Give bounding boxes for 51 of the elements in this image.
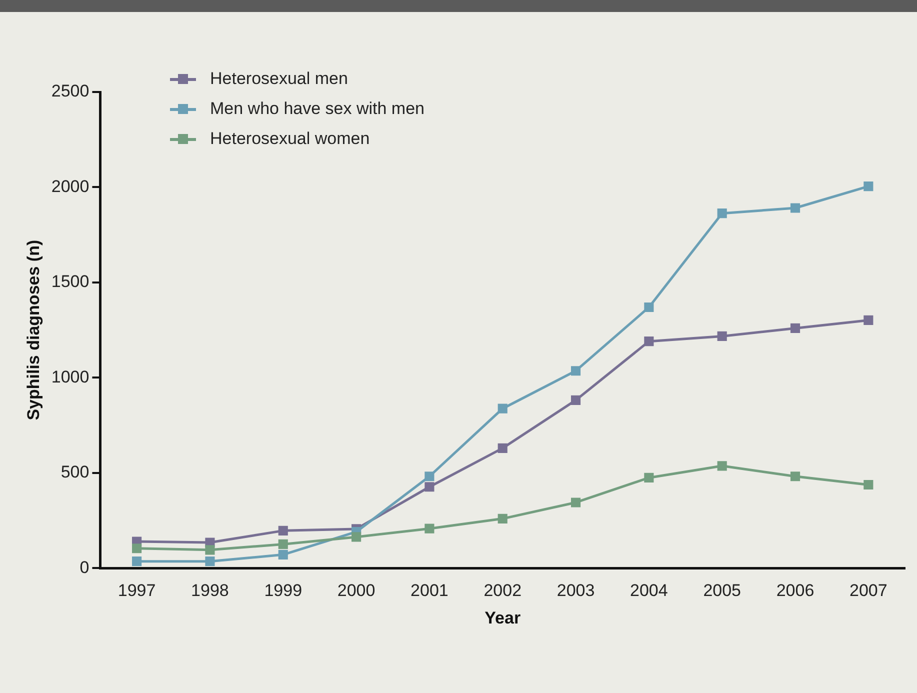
point: [498, 404, 508, 414]
x-tick-label: 2004: [630, 581, 668, 600]
point: [498, 443, 508, 453]
point: [717, 331, 727, 341]
point: [278, 550, 288, 560]
point: [498, 514, 508, 524]
point: [424, 482, 434, 492]
point: [424, 524, 434, 534]
point: [864, 315, 874, 325]
point: [132, 556, 142, 566]
y-tick-label: 2500: [51, 82, 90, 101]
point: [570, 366, 581, 376]
point: [205, 556, 215, 566]
y-tick-label: 1000: [51, 367, 90, 386]
point: [352, 532, 362, 542]
x-tick-label: 2005: [703, 581, 742, 600]
y-tick-label: 2000: [51, 176, 90, 196]
x-axis-title: Year: [484, 608, 521, 628]
x-tick-label: 1997: [118, 581, 156, 600]
point: [424, 472, 434, 482]
point: [570, 395, 581, 405]
y-tick-label: 1500: [51, 272, 90, 292]
point: [864, 480, 874, 490]
x-tick-label: 2003: [556, 581, 595, 600]
point: [205, 545, 215, 555]
y-axis-title: Syphilis diagnoses (n): [24, 240, 43, 420]
point: [278, 526, 288, 536]
y-tick-label: 500: [60, 462, 90, 482]
point: [644, 472, 654, 483]
x-tick-label: 2007: [850, 581, 888, 600]
x-tick-label: 2000: [337, 581, 376, 600]
legend-label: Men who have sex with men: [210, 99, 424, 119]
point: [278, 539, 288, 549]
legend-label: Heterosexual men: [210, 69, 348, 89]
x-tick-label: 2002: [484, 581, 522, 600]
point: [570, 498, 581, 508]
x-tick-label: 1999: [264, 581, 302, 600]
x-tick-label: 1998: [191, 581, 229, 600]
legend-label: Heterosexual women: [210, 129, 370, 149]
point: [717, 208, 727, 218]
point: [864, 182, 874, 192]
point: [644, 302, 654, 312]
y-tick-label: 0: [80, 558, 90, 577]
point: [644, 336, 654, 346]
point: [717, 461, 727, 471]
x-tick-label: 2001: [410, 581, 448, 600]
point: [790, 323, 800, 333]
x-tick-label: 2006: [776, 581, 814, 600]
point: [790, 203, 800, 213]
point: [790, 472, 800, 482]
point: [132, 544, 142, 554]
